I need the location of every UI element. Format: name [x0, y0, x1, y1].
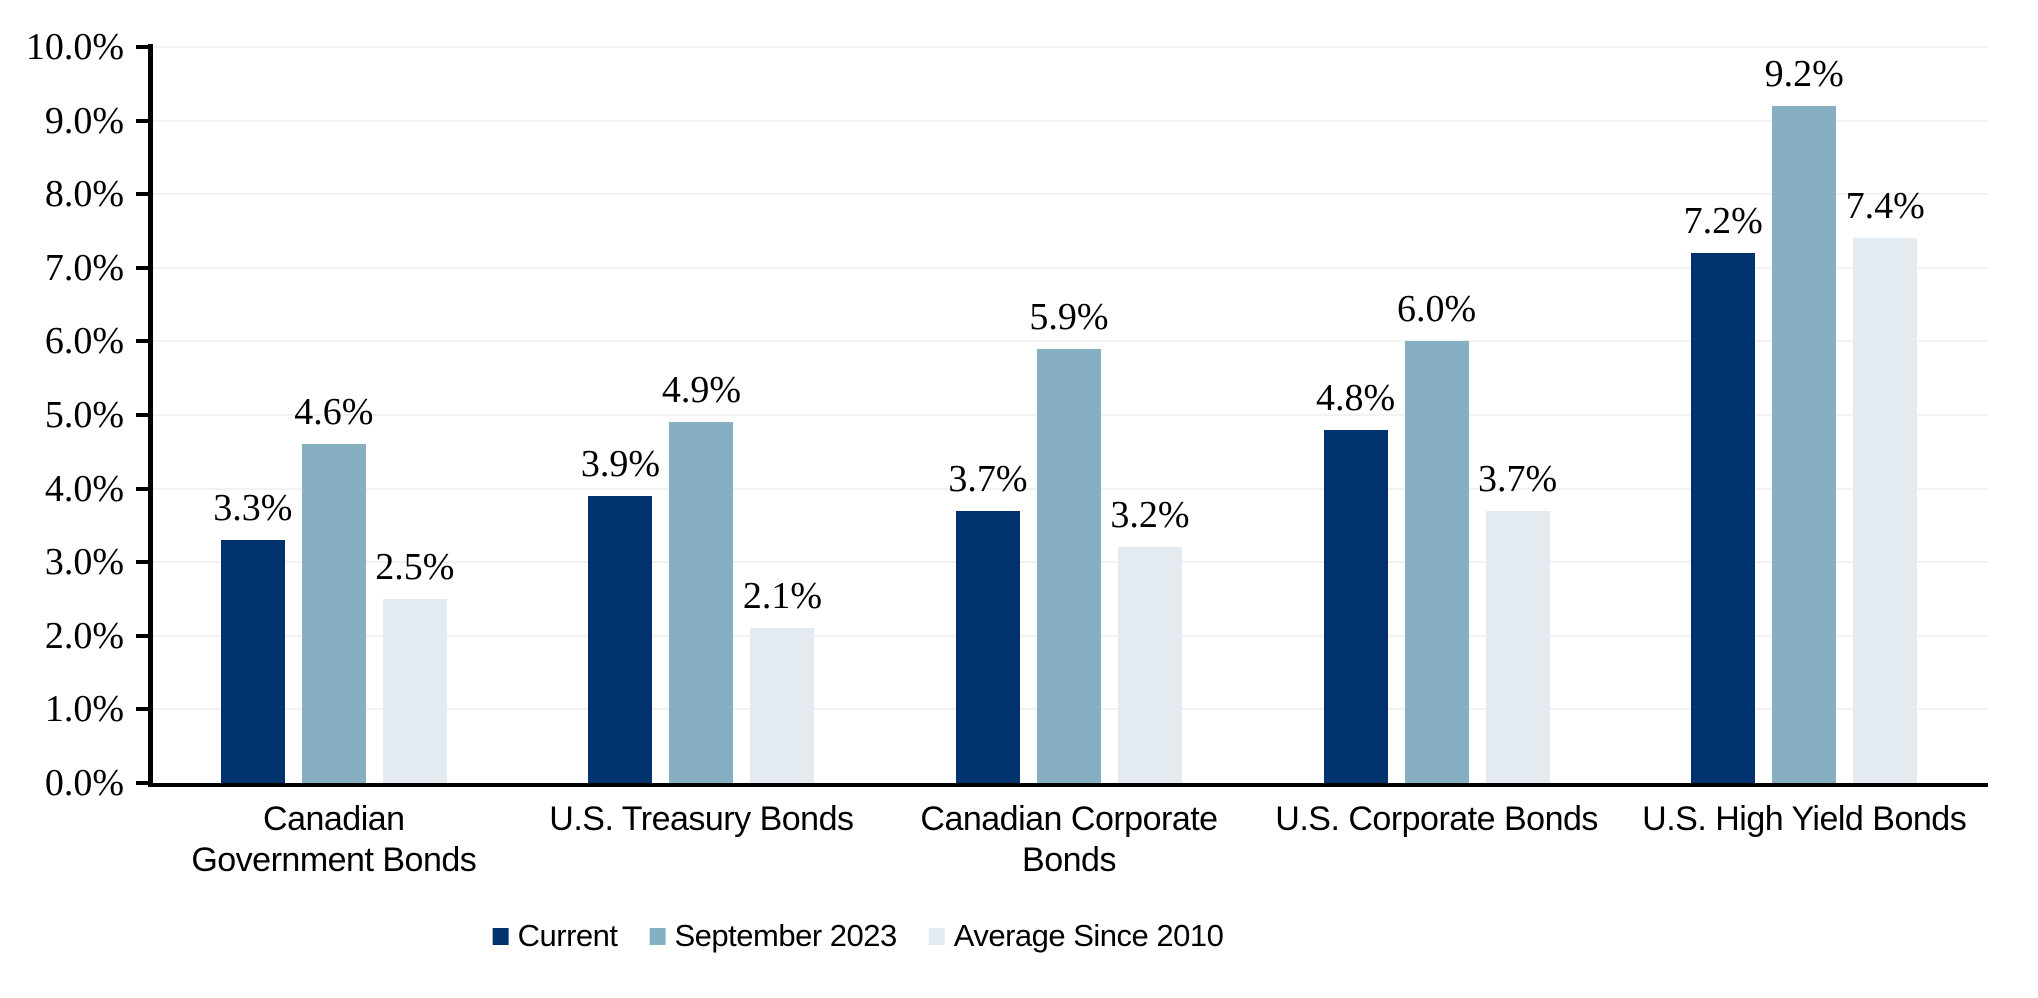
y-axis-tick-label: 0.0%: [44, 762, 124, 804]
gridline-9-0: [152, 119, 1988, 122]
bar-value-label-average-since-2010-u-s-corporate-bonds: 3.7%: [1478, 457, 1558, 500]
bar-value-label-current-canadian-government-bonds: 3.3%: [213, 487, 293, 530]
bar-september-2023-canadian-corporate-bonds: [1037, 348, 1101, 783]
bar-value-label-current-u-s-treasury-bonds: 3.9%: [580, 442, 660, 485]
bar-september-2023-u-s-corporate-bonds: [1404, 341, 1469, 783]
y-axis-tick-label: 5.0%: [44, 394, 124, 436]
bar-value-label-current-u-s-high-yield-bonds: 7.2%: [1683, 200, 1763, 243]
legend-label-current: Current: [517, 918, 618, 953]
x-axis-label-line: Bonds: [1022, 841, 1116, 879]
bar-current-u-s-high-yield-bonds: [1691, 253, 1756, 783]
x-axis-label-canadian-corporate-bonds: Canadian Corporate Bonds: [879, 799, 1259, 881]
x-axis-label-line: Canadian Corporate: [920, 800, 1218, 838]
y-axis-tick-label: 2.0%: [44, 614, 124, 657]
y-axis-tick: [136, 45, 149, 49]
y-axis-tick-label: 7.0%: [44, 246, 124, 289]
bar-value-label-average-since-2010-canadian-corporate-bonds: 3.2%: [1110, 494, 1190, 537]
y-axis-tick: [136, 781, 149, 785]
gridline-10-0: [152, 46, 1988, 48]
bar-average-since-2010-u-s-high-yield-bonds: [1853, 238, 1918, 783]
y-axis-tick: [136, 486, 149, 491]
y-axis-tick: [136, 192, 149, 197]
x-axis-line: [148, 783, 1988, 787]
bar-value-label-september-2023-canadian-corporate-bonds: 5.9%: [1029, 295, 1109, 338]
bar-average-since-2010-canadian-corporate-bonds: [1118, 547, 1182, 783]
legend-swatch-september-2023: [649, 927, 666, 945]
bar-current-u-s-corporate-bonds: [1323, 429, 1388, 783]
x-axis-label-u-s-high-yield-bonds: U.S. High Yield Bonds: [1614, 799, 1994, 840]
bar-average-since-2010-u-s-treasury-bonds: [750, 628, 815, 783]
y-axis-tick-label: 4.0%: [44, 467, 124, 510]
bar-september-2023-canadian-government-bonds: [301, 444, 366, 783]
y-axis-tick: [136, 560, 149, 565]
y-axis-tick: [136, 633, 149, 638]
y-axis-line: [148, 44, 153, 787]
bar-value-label-september-2023-canadian-government-bonds: 4.6%: [294, 391, 374, 434]
y-axis-tick: [136, 413, 149, 417]
x-axis-label-line: U.S. High Yield Bonds: [1642, 800, 1967, 838]
y-axis-tick-label: 8.0%: [44, 173, 124, 216]
bar-average-since-2010-u-s-corporate-bonds: [1485, 510, 1550, 783]
bar-current-u-s-treasury-bonds: [588, 495, 653, 783]
bar-value-label-current-u-s-corporate-bonds: 4.8%: [1316, 376, 1396, 419]
gridline-8-0: [152, 193, 1988, 196]
y-axis-tick-label: 10.0%: [25, 26, 124, 68]
bar-september-2023-u-s-high-yield-bonds: [1772, 105, 1837, 783]
x-axis-label-u-s-treasury-bonds: U.S. Treasury Bonds: [511, 799, 891, 840]
legend-label-september-2023: September 2023: [674, 918, 898, 953]
y-axis-tick-label: 1.0%: [44, 688, 124, 731]
bar-average-since-2010-canadian-government-bonds: [382, 599, 447, 783]
legend-swatch-current: [492, 927, 509, 945]
bar-value-label-september-2023-u-s-treasury-bonds: 4.9%: [661, 369, 741, 412]
legend-swatch-average-since-2010: [928, 927, 945, 945]
legend-item-average-since-2010: Average Since 2010: [928, 918, 1224, 954]
y-axis-tick-label: 3.0%: [44, 541, 124, 584]
bar-value-label-september-2023-u-s-corporate-bonds: 6.0%: [1397, 288, 1477, 331]
bar-value-label-average-since-2010-u-s-high-yield-bonds: 7.4%: [1845, 185, 1925, 228]
x-axis-label-canadian-government-bonds: Canadian Government Bonds: [144, 799, 524, 881]
bar-value-label-september-2023-u-s-high-yield-bonds: 9.2%: [1764, 52, 1844, 95]
gridline-7-0: [152, 266, 1988, 269]
x-axis-label-line: Canadian: [263, 800, 405, 838]
legend-item-september-2023: September 2023: [649, 918, 898, 954]
y-axis-tick: [136, 339, 149, 344]
x-axis-label-line: U.S. Corporate Bonds: [1275, 800, 1598, 838]
y-axis-tick: [136, 265, 149, 270]
legend-label-average-since-2010: Average Since 2010: [953, 918, 1224, 953]
x-axis-label-line: Government Bonds: [191, 841, 477, 879]
gridline-6-0: [152, 340, 1988, 343]
y-axis-tick-label: 9.0%: [44, 99, 124, 142]
y-axis-tick: [136, 707, 149, 712]
y-axis-tick-label: 6.0%: [44, 320, 124, 363]
chart-legend: Current September 2023 Average Since 2010: [492, 918, 1224, 954]
x-axis-label-line: U.S. Treasury Bonds: [549, 800, 854, 838]
bar-current-canadian-government-bonds: [220, 540, 285, 783]
bar-value-label-current-canadian-corporate-bonds: 3.7%: [948, 457, 1028, 500]
legend-item-current: Current: [492, 918, 618, 954]
bar-september-2023-u-s-treasury-bonds: [669, 422, 734, 783]
y-axis-tick: [136, 118, 149, 123]
bar-value-label-average-since-2010-u-s-treasury-bonds: 2.1%: [742, 575, 822, 618]
bar-current-canadian-corporate-bonds: [956, 510, 1020, 783]
bar-value-label-average-since-2010-canadian-government-bonds: 2.5%: [375, 546, 455, 588]
x-axis-label-u-s-corporate-bonds: U.S. Corporate Bonds: [1247, 799, 1627, 840]
